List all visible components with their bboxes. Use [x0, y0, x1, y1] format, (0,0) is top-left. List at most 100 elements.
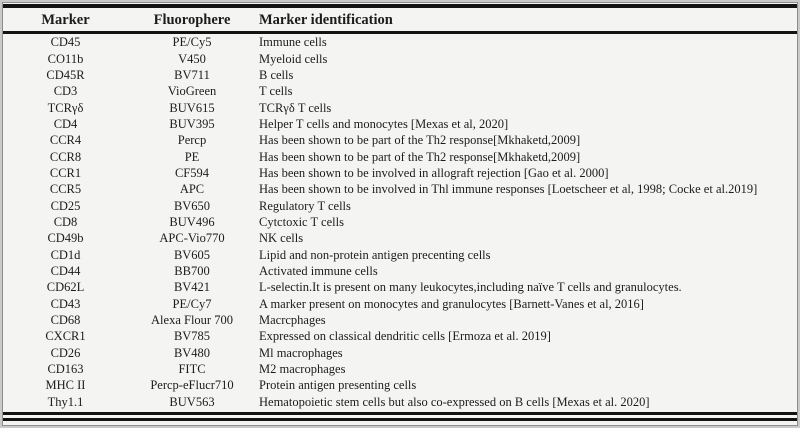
fluorophore-cell: PE/Cy5 [172, 35, 212, 50]
identification-cell: Myeloid cells [259, 51, 328, 66]
table-row: CD49b APC-Vio770 NK cells [3, 230, 797, 246]
table-row: CD4 BUV395 Helper T cells and monocytes … [3, 116, 797, 132]
marker-cell: Thy1.1 [47, 394, 84, 409]
table-row: CD45 PE/Cy5 Immune cells [3, 34, 797, 50]
fluorophore-cell: Percp [177, 133, 207, 148]
identification-cell: Expressed on classical dendritic cells [… [259, 329, 551, 344]
fluorophore-cell: BV650 [173, 198, 211, 213]
marker-cell: CD163 [47, 362, 84, 377]
marker-cell: CD44 [50, 263, 81, 278]
fluorophore-cell: PE [184, 149, 200, 164]
fluorophore-cell: BV711 [174, 67, 210, 82]
fluorophore-cell: APC [179, 182, 205, 197]
fluorophore-cell: BUV496 [169, 214, 215, 229]
fluorophore-cell: FITC [178, 362, 206, 377]
table-row: CD3 VioGreen T cells [3, 83, 797, 99]
marker-cell: CO11b [47, 51, 84, 66]
table-row: CD1d BV605 Lipid and non-protein antigen… [3, 246, 797, 262]
marker-cell: CD26 [50, 345, 81, 360]
table-row: CXCR1 BV785 Expressed on classical dendr… [3, 328, 797, 344]
table-row: Thy1.1 BUV563 Hematopoietic stem cells b… [3, 394, 797, 410]
fluorophore-cell: BV785 [173, 329, 211, 344]
table-header-row: Marker Fluorophere Marker identification [3, 8, 797, 31]
table-row: CD25 BV650 Regulatory T cells [3, 197, 797, 213]
fluorophore-cell: Alexa Flour 700 [151, 313, 233, 328]
identification-cell: NK cells [259, 231, 304, 246]
marker-cell: CCR1 [49, 165, 82, 180]
identification-cell: Has been shown to be involved in allogra… [259, 165, 609, 180]
fluorophore-cell: APC-Vio770 [159, 231, 225, 246]
identification-cell: TCRγδ T cells [259, 100, 332, 115]
marker-cell: CD43 [50, 296, 81, 311]
fluorophore-cell: BV421 [173, 280, 211, 295]
marker-cell: CD3 [53, 84, 78, 99]
identification-cell: Immune cells [259, 35, 327, 50]
marker-cell: MHC II [45, 378, 86, 393]
table-body: CD45 PE/Cy5 Immune cells CO11b V450 Myel… [3, 34, 797, 410]
marker-cell: CD68 [50, 313, 81, 328]
marker-cell: CXCR1 [45, 329, 86, 344]
marker-cell: CD49b [47, 231, 84, 246]
column-header-identification: Marker identification [259, 11, 393, 28]
marker-cell: CD25 [50, 198, 81, 213]
table-row: CCR1 CF594 Has been shown to be involved… [3, 165, 797, 181]
identification-cell: L-selectin.It is present on many leukocy… [259, 280, 682, 295]
table-row: CCR4 Percp Has been shown to be part of … [3, 132, 797, 148]
fluorophore-cell: BV605 [173, 247, 211, 262]
fluorophore-cell: BV480 [173, 345, 211, 360]
identification-cell: A marker present on monocytes and granul… [259, 296, 644, 311]
identification-cell: Has been shown to be part of the Th2 res… [259, 149, 581, 164]
fluorophore-cell: Percp-eFlucr710 [150, 378, 234, 393]
marker-cell: TCRγδ [47, 100, 84, 115]
identification-cell: B cells [259, 67, 294, 82]
fluorophore-cell: VioGreen [167, 84, 217, 99]
fluorophore-cell: BB700 [174, 263, 210, 278]
table-row: MHC II Percp-eFlucr710 Protein antigen p… [3, 377, 797, 393]
marker-cell: CD45R [46, 67, 85, 82]
identification-cell: Protein antigen presenting cells [259, 378, 417, 393]
marker-cell: CCR4 [49, 133, 82, 148]
table-row: CCR5 APC Has been shown to be involved i… [3, 181, 797, 197]
table-row: CD26 BV480 Ml macrophages [3, 345, 797, 361]
table-row: CD163 FITC M2 macrophages [3, 361, 797, 377]
table-row: CCR8 PE Has been shown to be part of the… [3, 148, 797, 164]
marker-cell: CD45 [50, 35, 81, 50]
table-row: CD44 BB700 Activated immune cells [3, 263, 797, 279]
identification-cell: Regulatory T cells [259, 198, 351, 213]
identification-cell: M2 macrophages [259, 362, 346, 377]
fluorophore-cell: PE/Cy7 [172, 296, 212, 311]
marker-cell: CD8 [53, 214, 78, 229]
fluorophore-cell: BUV615 [169, 100, 215, 115]
marker-cell: CD1d [50, 247, 81, 262]
table-row: CD68 Alexa Flour 700 Macrcphages [3, 312, 797, 328]
identification-cell: Helper T cells and monocytes [Mexas et a… [259, 116, 509, 131]
identification-cell: Has been shown to be involved in Thl imm… [259, 182, 758, 197]
fluorophore-cell: CF594 [174, 165, 210, 180]
marker-cell: CD4 [53, 116, 78, 131]
column-header-marker: Marker [41, 11, 90, 28]
bottom-double-rule [3, 411, 797, 421]
table-row: CD8 BUV496 Cytctoxic T cells [3, 214, 797, 230]
marker-cell: CCR5 [49, 182, 82, 197]
identification-cell: Ml macrophages [259, 345, 343, 360]
identification-cell: Has been shown to be part of the Th2 res… [259, 133, 581, 148]
header-rule [3, 31, 797, 34]
marker-cell: CCR8 [49, 149, 82, 164]
identification-cell: T cells [259, 84, 293, 99]
fluorophore-cell: BUV563 [169, 394, 215, 409]
column-header-fluorophere: Fluorophere [153, 11, 231, 28]
table-row: CD62L BV421 L-selectin.It is present on … [3, 279, 797, 295]
fluorophore-cell: BUV395 [169, 116, 215, 131]
identification-cell: Cytctoxic T cells [259, 214, 344, 229]
fluorophore-cell: V450 [178, 51, 206, 66]
table-row: CO11b V450 Myeloid cells [3, 50, 797, 66]
identification-cell: Macrcphages [259, 313, 326, 328]
identification-cell: Lipid and non-protein antigen precenting… [259, 247, 491, 262]
table-row: TCRγδ BUV615 TCRγδ T cells [3, 99, 797, 115]
table-row: CD45R BV711 B cells [3, 67, 797, 83]
marker-cell: CD62L [46, 280, 85, 295]
top-rule [3, 4, 797, 8]
table-row: CD43 PE/Cy7 A marker present on monocyte… [3, 296, 797, 312]
